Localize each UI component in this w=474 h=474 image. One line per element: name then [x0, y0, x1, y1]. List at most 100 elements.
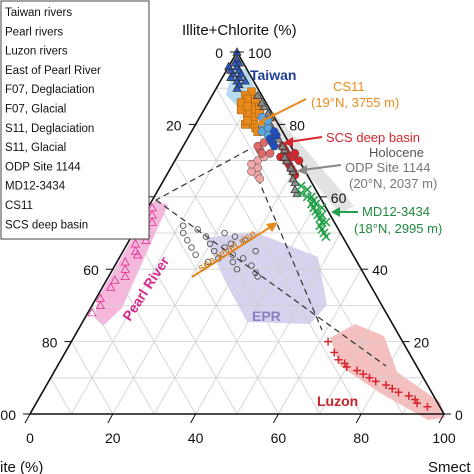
luzon-label: Luzon: [317, 393, 358, 409]
legend-entry: S11, Glacial: [5, 142, 66, 154]
scs-arrowhead: [283, 137, 293, 147]
bottom-tick-mark: [107, 413, 114, 424]
odp-arrowhead: [297, 165, 307, 175]
bottom-tick-mark: [24, 413, 31, 424]
point-east-of-pearl-river: [252, 269, 259, 277]
point-pearl-rivers: [87, 307, 97, 317]
point-luzon-rivers: [359, 370, 368, 379]
grid-line: [71, 341, 114, 415]
point-east-of-pearl-river: [229, 258, 237, 266]
odp-location: (20°N, 2037 m): [349, 176, 437, 191]
left-tick-label: 80: [42, 335, 58, 351]
point-md12-3434: [306, 192, 317, 202]
right-tick-label: 0: [455, 407, 463, 423]
point-east-of-pearl-river: [184, 236, 191, 244]
legend-entry: Pearl rivers: [5, 26, 63, 38]
point-f07-deglaciation: [247, 159, 256, 169]
point-f07-glacial: [257, 149, 267, 158]
point-md12-3434: [317, 217, 327, 227]
point-pearl-rivers: [95, 300, 106, 310]
point-east-of-pearl-river: [221, 229, 228, 237]
cs11-location: (19°N, 3755 m): [311, 95, 399, 110]
epr-label: EPR: [252, 308, 281, 324]
point-luzon-rivers: [411, 395, 420, 404]
point-taiwan-rivers: [226, 72, 236, 81]
point-pearl-rivers: [132, 249, 143, 259]
point-odp-site-1144: [279, 152, 290, 161]
md-arrowhead: [331, 207, 340, 217]
legend: Taiwan rivers Pearl rivers Luzon rivers Eas…: [0, 0, 150, 240]
point-luzon-rivers: [371, 377, 380, 386]
legend-entry: F07, Glacial: [5, 104, 66, 116]
grid-line: [112, 269, 196, 415]
right-tick-label: 80: [289, 117, 305, 133]
bottom-tick-label: 0: [26, 430, 34, 446]
point-odp-site-1144: [288, 173, 298, 183]
bottom-tick-label: 100: [432, 430, 456, 446]
grid-line: [50, 377, 72, 415]
cs11-arrowhead: [255, 117, 265, 126]
point-f07-deglaciation: [255, 174, 265, 183]
point-east-of-pearl-river: [202, 233, 210, 240]
dashed-guides: [155, 149, 387, 367]
point-east-of-pearl-river: [239, 255, 247, 262]
point-pearl-rivers: [120, 271, 130, 281]
point-taiwan-rivers: [236, 68, 246, 78]
point-east-of-pearl-river: [254, 273, 261, 280]
grid-line: [236, 232, 341, 415]
legend-box: [0, 0, 150, 240]
left-tick-label: 0: [215, 45, 223, 61]
bottom-tick-mark: [272, 413, 279, 424]
point-east-of-pearl-river: [194, 226, 201, 233]
grid-line: [278, 269, 362, 415]
point-east-of-pearl-river: [188, 244, 195, 251]
right-tick-label: 100: [248, 45, 272, 61]
point-east-of-pearl-river: [206, 240, 214, 248]
left-tick-label: 60: [83, 262, 99, 278]
grid-line: [71, 88, 259, 415]
odp-arrow: [301, 164, 342, 171]
md-location: (18°N, 2995 m): [354, 221, 442, 236]
point-pearl-rivers: [110, 275, 120, 284]
point-odp-site-1144: [286, 163, 296, 172]
grid-line: [133, 232, 238, 415]
legend-entry: SCS deep basin: [5, 219, 88, 231]
point-scs-deep-basin: [290, 149, 300, 158]
left-tick-label: 100: [0, 407, 16, 423]
legend-entry: MD12-3434: [5, 181, 66, 193]
point-odp-site-1144: [277, 141, 288, 150]
point-md12-3434: [321, 217, 331, 227]
legend-entry: CS11: [5, 200, 33, 212]
bottom-right-axis-title: Smect: [428, 459, 471, 474]
legend-entry: East of Pearl River: [5, 65, 101, 77]
point-east-of-pearl-river: [179, 222, 187, 230]
point-luzon-rivers: [388, 384, 397, 393]
grid-line: [153, 160, 300, 415]
point-pearl-rivers: [106, 282, 116, 291]
point-east-of-pearl-river: [227, 240, 235, 248]
point-east-of-pearl-river: [221, 244, 228, 251]
md-label: MD12-3434: [362, 204, 430, 219]
right-tick-label: 20: [414, 335, 430, 351]
cs11-arrow: [259, 98, 307, 123]
right-tick-label: 40: [372, 262, 388, 278]
point-odp-site-1144: [253, 90, 263, 100]
bottom-tick-label: 60: [271, 430, 287, 446]
data-points-group: [87, 47, 432, 411]
point-luzon-rivers: [340, 359, 349, 368]
bottom-tick-mark: [438, 413, 445, 424]
point-east-of-pearl-river: [192, 251, 199, 258]
point-cs11: [243, 102, 252, 111]
point-md12-3434: [317, 224, 327, 234]
legend-entry: ODP Site 1144: [5, 161, 81, 173]
point-f07-glacial: [265, 149, 275, 158]
point-scs-deep-basin: [294, 156, 304, 165]
point-pearl-rivers: [147, 217, 157, 226]
pearl-field: [95, 200, 168, 326]
point-md12-3434: [311, 199, 321, 209]
point-east-of-pearl-river: [231, 233, 239, 240]
scs-label: SCS deep basin: [326, 130, 420, 145]
luzon-field: [330, 324, 445, 420]
taiwan-label: Taiwan: [250, 67, 296, 83]
